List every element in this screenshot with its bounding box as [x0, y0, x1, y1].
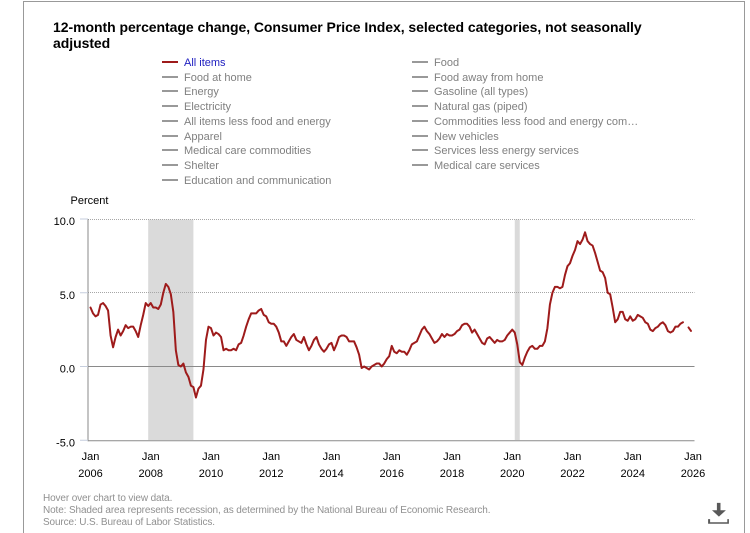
svg-text:2022: 2022	[560, 468, 584, 480]
svg-text:Jan: Jan	[443, 451, 461, 463]
svg-text:10.0: 10.0	[54, 216, 75, 228]
svg-text:2006: 2006	[78, 468, 102, 480]
svg-text:5.0: 5.0	[60, 290, 75, 302]
svg-text:Jan: Jan	[82, 451, 100, 463]
svg-text:0.0: 0.0	[60, 364, 75, 376]
svg-text:Jan: Jan	[142, 451, 160, 463]
svg-text:2014: 2014	[319, 468, 343, 480]
svg-text:Percent: Percent	[71, 195, 109, 207]
svg-text:Jan: Jan	[624, 451, 642, 463]
svg-text:Jan: Jan	[564, 451, 582, 463]
svg-text:2018: 2018	[440, 468, 464, 480]
svg-text:2012: 2012	[259, 468, 283, 480]
svg-text:2026: 2026	[681, 468, 705, 480]
svg-text:-5.0: -5.0	[56, 437, 75, 449]
svg-text:Jan: Jan	[503, 451, 521, 463]
svg-text:2010: 2010	[199, 468, 223, 480]
svg-text:Jan: Jan	[323, 451, 341, 463]
svg-text:2016: 2016	[380, 468, 404, 480]
svg-text:Jan: Jan	[262, 451, 280, 463]
svg-text:Jan: Jan	[202, 451, 220, 463]
svg-text:2020: 2020	[500, 468, 524, 480]
svg-text:Jan: Jan	[383, 451, 401, 463]
svg-text:2024: 2024	[621, 468, 645, 480]
svg-text:2008: 2008	[139, 468, 163, 480]
svg-text:Jan: Jan	[684, 451, 702, 463]
